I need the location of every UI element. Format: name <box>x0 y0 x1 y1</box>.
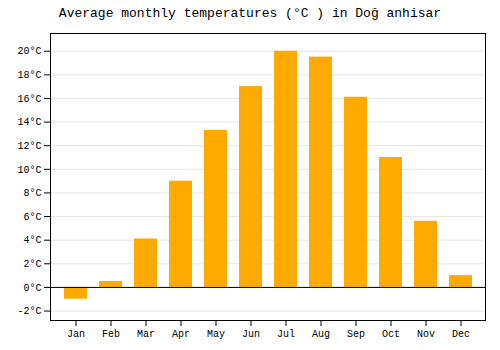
svg-text:Oct: Oct <box>382 329 400 340</box>
svg-text:Dec: Dec <box>452 329 470 340</box>
svg-text:Jul: Jul <box>277 329 295 340</box>
svg-text:Feb: Feb <box>102 329 120 340</box>
html-text:Average monthly temperatures (: Average monthly temperatures (°C ) in Do… <box>58 6 442 21</box>
svg-text:Nov: Nov <box>417 329 435 340</box>
svg-text:Sep: Sep <box>347 329 365 340</box>
svg-text:Mar: Mar <box>137 329 155 340</box>
svg-text:Apr: Apr <box>172 329 190 340</box>
svg-text:2°C: 2°C <box>23 259 41 270</box>
svg-text:Jun: Jun <box>242 329 260 340</box>
svg-text:8°C: 8°C <box>23 188 41 199</box>
svg-text:10°C: 10°C <box>17 165 41 176</box>
svg-text:-2°C: -2°C <box>17 306 41 317</box>
svg-text:0°C: 0°C <box>23 283 41 294</box>
svg-text:12°C: 12°C <box>17 141 41 152</box>
svg-text:4°C: 4°C <box>23 235 41 246</box>
svg-text:Jan: Jan <box>67 329 85 340</box>
svg-text:18°C: 18°C <box>17 70 41 81</box>
svg-text:20°C: 20°C <box>17 46 41 57</box>
svg-text:6°C: 6°C <box>23 212 41 223</box>
svg-text:May: May <box>207 329 225 340</box>
svg-text:Aug: Aug <box>312 329 330 340</box>
svg-text:14°C: 14°C <box>17 117 41 128</box>
svg-text:16°C: 16°C <box>17 94 41 105</box>
